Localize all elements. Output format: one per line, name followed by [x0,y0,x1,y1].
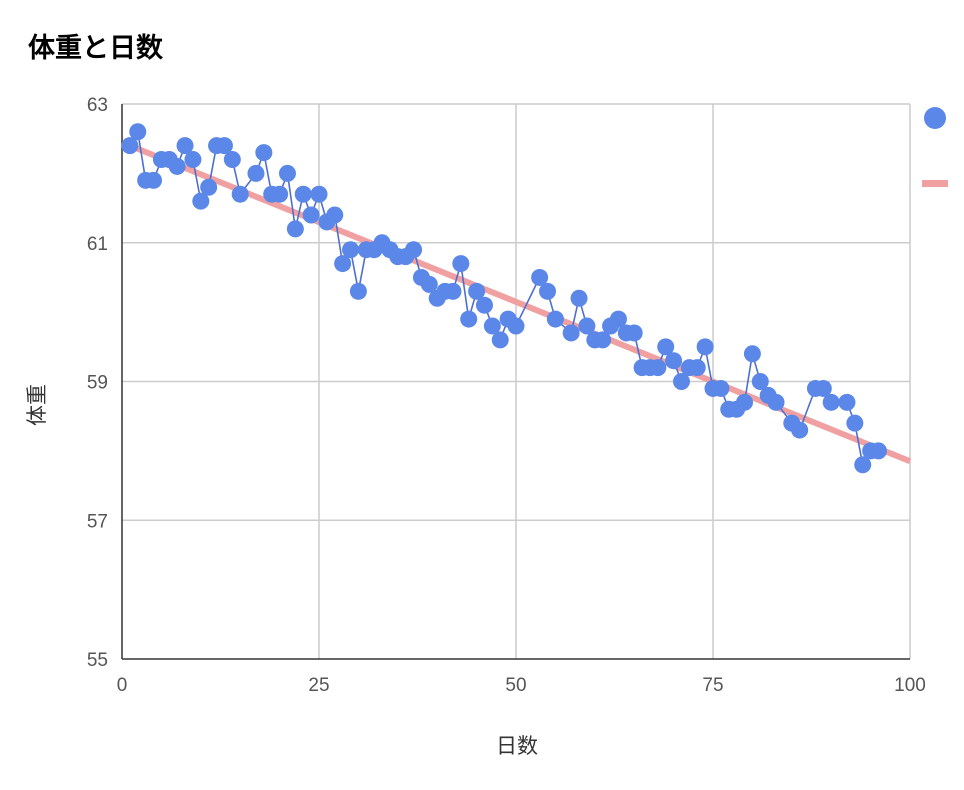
data-point [625,324,643,342]
data-point [278,164,296,182]
data-point [570,289,588,307]
x-tick-label: 50 [505,675,526,696]
legend [922,107,948,187]
data-point [751,373,769,390]
data-point [609,310,627,328]
data-point [176,137,194,155]
data-point [539,282,557,300]
data-point [200,178,218,196]
data-point [483,317,501,335]
data-point [822,393,840,411]
legend-marker-series [924,107,946,129]
data-point [696,338,714,356]
data-point [531,268,549,286]
data-point [121,137,139,155]
x-tick-label: 0 [117,675,128,696]
data-point [420,275,438,293]
data-point [223,151,241,168]
data-point [491,331,509,349]
data-point [271,185,289,203]
data-point [286,220,304,238]
data-point [342,241,360,259]
data-points [121,123,887,474]
data-point [546,310,564,328]
data-point [507,317,525,335]
data-point [310,185,328,203]
data-point [562,324,580,342]
y-tick-label: 57 [87,511,108,532]
data-point [657,338,675,356]
x-axis-label: 日数 [496,734,538,758]
data-point [468,282,486,300]
grid-lines [122,103,911,660]
data-point [672,373,690,390]
axes: 0 25 50 75 100 55 57 59 61 63 [87,95,926,696]
data-point [349,282,367,300]
data-point [326,206,344,224]
data-point [712,379,730,397]
data-point [192,192,210,210]
data-point [578,317,596,335]
data-point [649,359,667,377]
data-point [475,296,493,314]
data-point [444,282,462,300]
data-point [814,379,832,397]
data-point [869,442,887,460]
data-point [854,456,872,474]
chart-title: 体重と日数 [28,33,164,64]
data-point [767,393,785,411]
data-point [334,255,352,273]
y-tick-label: 55 [87,650,108,671]
legend-marker-trendline [922,180,948,187]
data-point [231,185,249,203]
data-point [247,164,265,182]
data-point [302,206,320,224]
data-point [405,241,423,259]
y-tick-label: 63 [87,95,108,116]
data-point [460,310,478,328]
y-tick-label: 59 [87,373,108,394]
data-point [743,345,761,363]
data-point [846,414,864,432]
data-point [791,421,809,439]
y-axis-label: 体重 [25,384,49,426]
data-point [838,393,856,411]
data-point [168,157,186,175]
data-point [688,359,706,377]
data-point [129,123,147,141]
data-point [215,137,233,155]
y-tick-label: 61 [87,234,108,255]
data-point [184,151,202,168]
data-point [145,171,163,189]
data-point [294,185,312,203]
x-tick-label: 25 [308,675,329,696]
x-tick-label: 100 [894,675,926,696]
data-point [665,352,683,370]
data-point [736,393,754,411]
data-point [452,255,470,273]
data-point [255,144,273,162]
data-point [594,331,612,349]
x-tick-label: 75 [702,675,723,696]
